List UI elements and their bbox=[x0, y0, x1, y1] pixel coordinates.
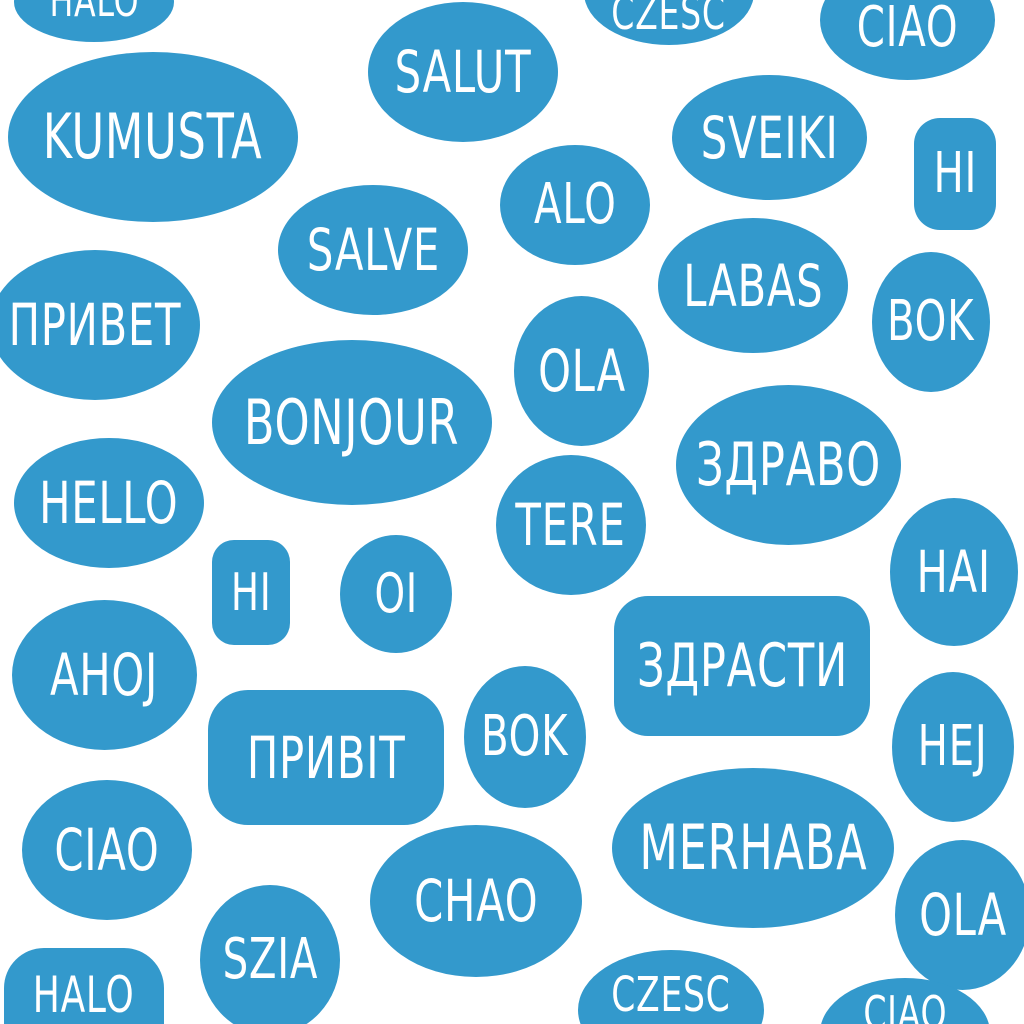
speech-bubble-salut: SALUT bbox=[368, 2, 558, 142]
bubble-text: OLA bbox=[537, 337, 626, 405]
bubble-text: SVEIKI bbox=[700, 103, 839, 172]
bubble-text: HELLO bbox=[39, 469, 179, 537]
bubble-text: CHAO bbox=[413, 867, 539, 935]
speech-bubble-ola-right: OLA bbox=[895, 840, 1024, 990]
bubble-tail bbox=[338, 79, 374, 107]
bubble-tail bbox=[557, 278, 583, 304]
bubble-tail bbox=[479, 658, 503, 680]
speech-bubble-bok-right: BOK bbox=[872, 252, 990, 392]
bubble-text: MERHABA bbox=[638, 811, 868, 884]
bubble-text: AHOJ bbox=[50, 641, 159, 709]
speech-bubble-labas: LABAS bbox=[658, 218, 848, 353]
speech-bubble-czesc-bottom: CZESC bbox=[578, 950, 764, 1024]
speech-bubble-kumusta: KUMUSTA bbox=[8, 52, 298, 222]
bubble-tail bbox=[502, 579, 526, 609]
speech-bubble-pryvit-ua: ПРИВІТ bbox=[208, 690, 444, 825]
speech-bubble-ola-mid: OLA bbox=[514, 296, 649, 446]
speech-bubble-ciao-top: CIAO bbox=[820, 0, 995, 80]
bubble-tail bbox=[619, 726, 651, 772]
bubble-text: HI bbox=[933, 141, 977, 206]
bubble-text: OI bbox=[374, 562, 418, 625]
bubble-text: ПРИВІТ bbox=[246, 723, 406, 792]
bubble-tail bbox=[914, 810, 940, 844]
bubble-tail bbox=[18, 430, 48, 454]
bubble-text: HAI bbox=[916, 538, 992, 606]
speech-bubble-merhaba: MERHABA bbox=[612, 768, 894, 928]
bubble-text: HI bbox=[230, 562, 272, 623]
bubble-tail bbox=[284, 586, 312, 608]
speech-bubble-hi-right: HI bbox=[914, 118, 996, 230]
bubble-text: CIAO bbox=[856, 0, 959, 60]
bubble-text: ЗДРАСТИ bbox=[636, 631, 848, 701]
bubble-tail bbox=[298, 660, 332, 698]
speech-bubble-tere: TERE bbox=[496, 455, 646, 595]
bubble-tail bbox=[703, 533, 735, 577]
speech-bubble-zdrasti: ЗДРАСТИ bbox=[614, 596, 870, 736]
bubble-text: HALO bbox=[49, 0, 139, 27]
speech-bubble-hai: HAI bbox=[890, 498, 1018, 646]
bubble-tail bbox=[984, 165, 1020, 193]
speech-bubble-chao: CHAO bbox=[370, 825, 582, 977]
bubble-text: ALO bbox=[533, 172, 617, 237]
bubble-text: SALUT bbox=[394, 38, 532, 106]
bubble-tail bbox=[580, 910, 616, 938]
bubble-text: CIAO bbox=[54, 816, 160, 884]
bubble-tail bbox=[636, 113, 672, 141]
bubble-text: TERE bbox=[515, 491, 627, 559]
speech-bubble-salve: SALVE bbox=[278, 185, 468, 315]
bubble-tail bbox=[164, 228, 210, 268]
bubble-tail bbox=[983, 8, 1019, 36]
bubble-text: ПРИВЕТ bbox=[8, 291, 182, 359]
bubble-tail bbox=[251, 310, 279, 350]
bubble-text: SALVE bbox=[306, 216, 440, 284]
bubble-text: HEJ bbox=[918, 714, 988, 779]
bubble-text: ЗДРАВО bbox=[695, 430, 882, 500]
bubble-text: KUMUSTA bbox=[43, 100, 263, 173]
speech-bubble-privet-ru: ПРИВЕТ bbox=[0, 250, 200, 400]
bubble-tail bbox=[944, 472, 972, 506]
bubble-tail bbox=[259, 859, 287, 891]
speech-bubble-hej: HEJ bbox=[892, 672, 1014, 822]
speech-bubble-sveiki: SVEIKI bbox=[672, 75, 867, 200]
bubble-tail bbox=[626, 279, 662, 307]
bubble-tail bbox=[462, 250, 498, 278]
speech-bubble-alo: ALO bbox=[500, 145, 650, 265]
bubble-text: OLA bbox=[918, 881, 1007, 949]
speech-bubble-czesc-top: CZESC bbox=[584, 0, 754, 45]
speech-bubble-halo-top: HALO bbox=[14, 0, 174, 42]
bubble-text: HALO bbox=[33, 966, 135, 1024]
bubble-tail bbox=[188, 847, 224, 875]
speech-bubble-ahoj: AHOJ bbox=[12, 600, 197, 750]
bubble-text: BOK bbox=[887, 289, 975, 354]
bubble-text: CZESC bbox=[611, 0, 727, 40]
bubble-tail bbox=[128, 580, 156, 610]
bubble-text: BONJOUR bbox=[244, 385, 460, 459]
bubble-tail bbox=[957, 378, 983, 414]
bubble-text: CIAO bbox=[863, 986, 947, 1024]
bubble-text: LABAS bbox=[682, 251, 824, 320]
speech-bubble-szia: SZIA bbox=[200, 885, 340, 1024]
speech-bubble-hi-left: HI bbox=[212, 540, 290, 645]
speech-bubble-zdravo: ЗДРАВО bbox=[676, 385, 901, 545]
bubble-text: SZIA bbox=[222, 927, 318, 992]
bubble-text: BOK bbox=[481, 704, 569, 769]
bubble-tail bbox=[993, 822, 1017, 850]
bubble-tail bbox=[423, 639, 445, 665]
bubble-tail bbox=[509, 251, 535, 271]
speech-bubble-bonjour: BONJOUR bbox=[212, 340, 492, 505]
speech-bubble-hello: HELLO bbox=[14, 438, 204, 568]
bubble-text: CZESC bbox=[611, 967, 731, 1023]
speech-bubble-oi: OI bbox=[340, 535, 452, 653]
bubble-tail bbox=[834, 916, 866, 964]
speech-bubble-halo-bottom: HALO bbox=[4, 948, 164, 1024]
speech-bubble-ciao-left: CIAO bbox=[22, 780, 192, 920]
speech-bubble-bok-mid: BOK bbox=[464, 666, 586, 808]
